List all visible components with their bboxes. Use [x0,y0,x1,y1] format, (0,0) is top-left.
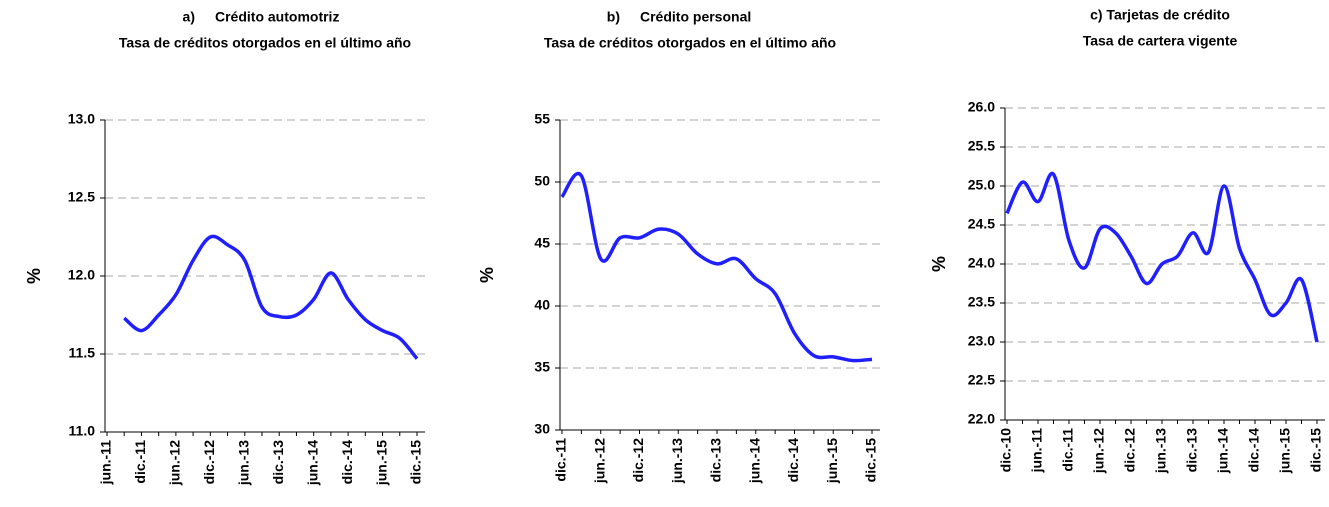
y-tick-label: 26.0 [968,99,995,115]
y-tick-label: 23.5 [968,294,995,310]
line [1005,171,1319,343]
y-tick-label: 12.0 [68,267,95,283]
x-tick-label: dic.-12 [630,438,646,483]
x-tick-label: jun.-13 [235,440,251,486]
x-tick-label: dic.-14 [785,438,801,483]
y-axis-label: % [24,268,44,284]
x-tick-label: jun.-15 [373,440,389,486]
x-tick-label: jun.-12 [591,438,607,484]
x-tick-label: jun.-13 [1153,428,1169,474]
x-tick-label: dic.-15 [1308,428,1324,473]
chart-title: Crédito automotriz [215,9,339,25]
y-tick-label: 24.0 [968,255,995,271]
x-tick-label: dic.-14 [339,440,355,485]
x-tick-label: dic.-11 [1060,428,1076,472]
x-tick-label: jun.-12 [167,440,183,486]
y-tick-label: 25.5 [968,138,995,154]
x-tick-label: dic.-10 [998,428,1014,473]
x-tick-label: dic.-13 [270,440,286,485]
y-tick-label: 22.0 [968,411,995,427]
y-tick-label: 11.0 [69,423,96,439]
x-tick-label: jun.-15 [1277,428,1293,474]
x-tick-label: jun.-14 [304,440,320,486]
x-tick-label: jun.-15 [824,438,840,484]
y-tick-label: 13.0 [68,111,95,127]
x-tick-label: jun.-11 [1029,428,1045,474]
y-tick-label: 12.5 [68,189,95,205]
x-tick-label: dic.-11 [132,440,148,484]
x-tick-label: dic.-11 [553,438,569,482]
y-axis-label: % [929,256,949,272]
x-tick-label: dic.-12 [201,440,217,485]
x-tick-label: jun.-12 [1091,428,1107,474]
y-axis-label: % [477,267,497,283]
chart-subtitle: Tasa de créditos otorgados en el último … [544,35,836,51]
y-tick-label: 25.0 [968,177,995,193]
line [560,171,873,363]
y-tick-label: 35 [534,359,550,375]
y-tick-label: 11.5 [69,345,96,361]
y-tick-label: 45 [534,235,550,251]
chart-subtitle: Tasa de créditos otorgados en el último … [119,35,411,51]
x-tick-label: jun.-14 [746,438,762,484]
chart-title: c) Tarjetas de crédito [1090,7,1230,23]
y-tick-label: 55 [534,111,550,127]
x-tick-label: dic.-15 [863,438,879,483]
line [123,234,419,360]
x-tick-label: dic.-14 [1246,428,1262,473]
x-tick-label: dic.-13 [708,438,724,483]
chart-label: a) [183,9,195,25]
x-tick-label: dic.-13 [1184,428,1200,473]
chart-subtitle: Tasa de cartera vigente [1083,33,1238,49]
chart-label: b) [607,9,620,25]
x-tick-label: dic.-15 [408,440,424,485]
x-tick-label: dic.-12 [1122,428,1138,473]
x-tick-label: jun.-14 [1215,428,1231,474]
y-tick-label: 22.5 [968,372,995,388]
y-tick-label: 23.0 [968,333,995,349]
y-tick-label: 40 [534,297,550,313]
x-tick-label: jun.-11 [98,440,114,486]
x-tick-label: jun.-13 [669,438,685,484]
chart-title: Crédito personal [640,9,751,25]
y-tick-label: 50 [534,173,550,189]
y-tick-label: 24.5 [968,216,995,232]
y-tick-label: 30 [534,421,550,437]
